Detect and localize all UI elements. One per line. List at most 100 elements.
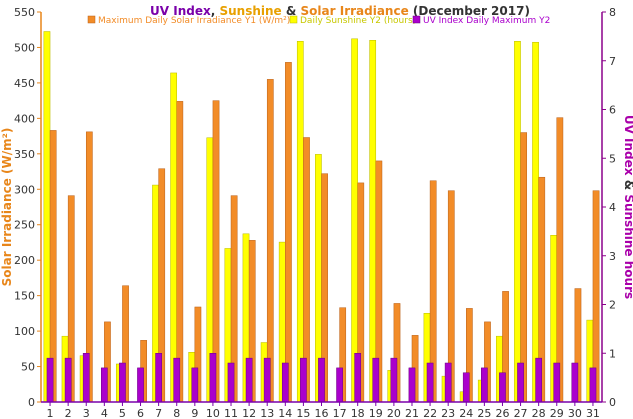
x-tick-label: 6 [137, 407, 144, 419]
bar-uv-index-day-18 [354, 353, 362, 403]
x-tick-label: 22 [423, 407, 437, 419]
x-tick-label: 4 [101, 407, 108, 419]
bar-uv-index-day-26 [499, 372, 506, 403]
left-axis-label: Solar Irradiance (W/m²) [0, 128, 14, 287]
bar-uv-index-day-3 [82, 353, 90, 403]
bar-uv-index-day-30 [571, 362, 579, 403]
x-tick-label: 8 [173, 407, 180, 419]
bar-uv-index-day-8 [173, 357, 181, 403]
x-tick-label: 28 [532, 407, 546, 419]
chart-title-part: Sunshine [219, 4, 281, 18]
bar-uv-index-day-16 [318, 357, 325, 403]
right-axis-label-part: Sunshine hours [622, 194, 633, 299]
bar-uv-index-day-24 [462, 372, 470, 403]
bar-uv-index-day-19 [372, 357, 380, 403]
bar-uv-index-day-15 [300, 357, 307, 403]
bar-uv-index-day-10 [209, 353, 217, 403]
left-tick-label: 450 [14, 77, 35, 90]
x-tick-label: 31 [586, 407, 600, 419]
bar-sunshine-day-28 [532, 41, 539, 403]
x-tick-label: 1 [47, 407, 54, 419]
bars-group [43, 31, 600, 403]
bar-uv-index-day-14 [281, 362, 289, 403]
left-tick-label: 250 [14, 219, 35, 232]
bar-uv-index-day-4 [100, 367, 108, 403]
right-axis-label-part: & [622, 176, 633, 195]
x-tick-label: 10 [206, 407, 220, 419]
right-tick-label: 2 [609, 299, 616, 312]
chart-title-part: & [282, 4, 301, 18]
x-tick-label: 12 [242, 407, 256, 419]
bar-uv-index-day-7 [155, 353, 162, 403]
right-tick-label: 6 [609, 104, 616, 117]
bar-uv-index-day-27 [517, 362, 524, 403]
left-tick-label: 550 [14, 6, 35, 19]
chart-title: UV Index, Sunshine & Solar Irradiance (D… [150, 4, 530, 18]
x-tick-label: 7 [155, 407, 162, 419]
bar-uv-index-day-31 [589, 367, 597, 403]
bar-sunshine-day-1 [43, 31, 51, 403]
x-tick-label: 15 [296, 407, 310, 419]
x-tick-label: 26 [495, 407, 509, 419]
bar-irradiance-day-8 [176, 101, 184, 403]
legend-label-uv-index: UV Index Daily Maximum Y2 [423, 16, 550, 26]
bar-uv-index-day-11 [227, 362, 235, 403]
bar-uv-index-day-25 [481, 367, 488, 403]
left-tick-label: 400 [14, 112, 35, 125]
legend-label-sunshine: Daily Sunshine Y2 (hours) [300, 16, 416, 26]
bar-uv-index-day-28 [535, 357, 543, 403]
bar-uv-index-day-29 [553, 362, 561, 403]
bar-uv-index-day-13 [263, 357, 271, 403]
bar-uv-index-day-20 [390, 357, 398, 403]
bar-sunshine-day-18 [351, 38, 358, 403]
x-tick-label: 5 [119, 407, 126, 419]
left-tick-label: 350 [14, 148, 35, 161]
legend-swatch-uv-index [412, 15, 421, 24]
x-tick-label: 20 [387, 407, 401, 419]
x-tick-label: 21 [405, 407, 419, 419]
legend-swatch-sunshine [289, 15, 298, 24]
bar-uv-index-day-12 [245, 357, 253, 403]
bar-uv-index-day-9 [191, 367, 199, 403]
x-tick-label: 3 [83, 407, 90, 419]
bar-sunshine-day-8 [170, 72, 177, 403]
left-tick-label: 50 [21, 361, 35, 374]
x-tick-label: 11 [224, 407, 238, 419]
x-tick-label: 13 [260, 407, 274, 419]
chart-title-part: UV Index [150, 4, 211, 18]
bar-irradiance-day-29 [556, 117, 564, 403]
x-tick-label: 27 [514, 407, 528, 419]
bar-irradiance-day-14 [285, 62, 292, 403]
chart-legend: Maximum Daily Solar Irradiance Y1 (W/m²)… [87, 15, 550, 26]
bar-uv-index-day-17 [336, 367, 343, 403]
x-tick-label: 30 [568, 407, 582, 419]
chart-title-part: , [211, 4, 220, 18]
bar-uv-index-day-6 [137, 367, 144, 403]
right-tick-label: 0 [609, 396, 616, 409]
x-tick-label: 18 [351, 407, 365, 419]
left-tick-label: 0 [28, 396, 35, 409]
x-tick-label: 23 [441, 407, 455, 419]
right-tick-label: 7 [609, 55, 616, 68]
bar-sunshine-day-27 [514, 41, 521, 403]
x-tick-label: 16 [315, 407, 329, 419]
right-tick-label: 5 [609, 152, 616, 165]
bar-sunshine-day-19 [369, 40, 377, 403]
bar-uv-index-day-2 [64, 357, 72, 403]
bar-uv-index-day-22 [426, 362, 434, 403]
legend-swatch-irradiance [87, 15, 96, 24]
right-tick-label: 4 [609, 201, 616, 214]
right-tick-label: 1 [609, 347, 616, 360]
axes-group: 0501001502002503003504004505005500123456… [0, 6, 633, 419]
left-tick-label: 300 [14, 183, 35, 196]
x-tick-label: 29 [550, 407, 564, 419]
left-tick-label: 200 [14, 254, 35, 267]
bar-uv-index-day-21 [408, 367, 416, 403]
left-tick-label: 100 [14, 325, 35, 338]
right-axis-label: UV Index & Sunshine hours [622, 115, 633, 299]
x-tick-label: 25 [477, 407, 491, 419]
x-tick-label: 17 [333, 407, 347, 419]
right-tick-label: 8 [609, 6, 616, 19]
left-tick-label: 150 [14, 290, 35, 303]
